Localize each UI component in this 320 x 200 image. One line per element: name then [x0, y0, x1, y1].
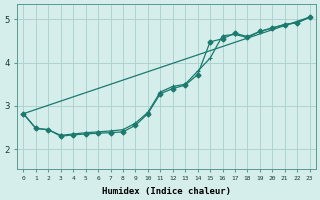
X-axis label: Humidex (Indice chaleur): Humidex (Indice chaleur): [102, 187, 231, 196]
